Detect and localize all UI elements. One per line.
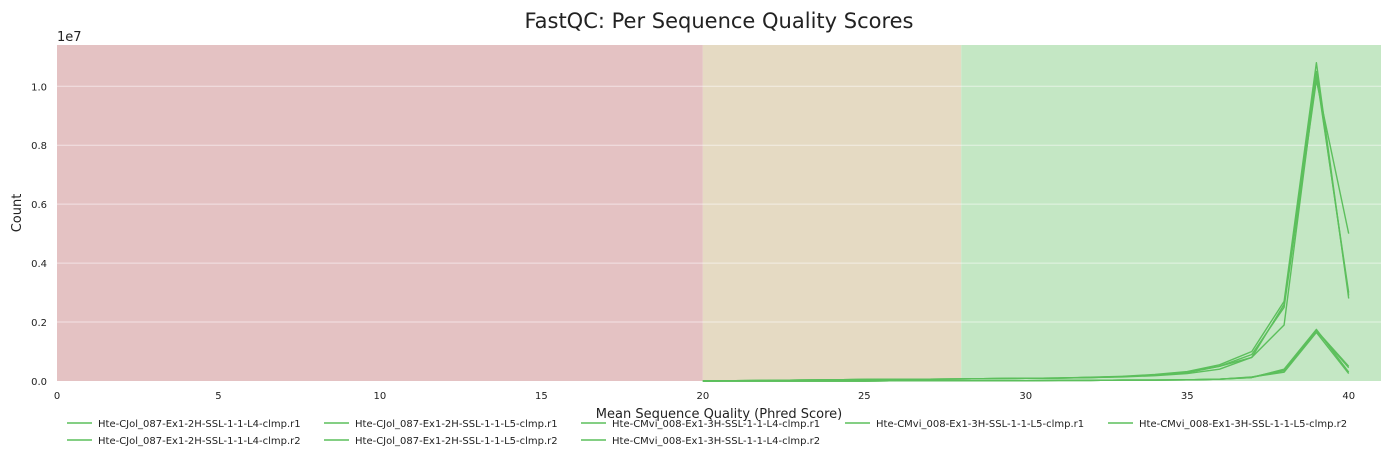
y-tick-label-2: 0.4: [31, 259, 47, 270]
legend-label-6: Hte-CMvi_008-Ex1-3H-SSL-1-1-L5-clmp.r1: [876, 419, 1084, 430]
series-line-7: [702, 331, 1350, 382]
x-tick-label-0: 0: [54, 391, 60, 402]
legend-item-7: Hte-CMvi_008-Ex1-3H-SSL-1-1-L5-clmp.r2: [1108, 419, 1347, 430]
legend-item-3: Hte-CJol_087-Ex1-2H-SSL-1-1-L5-clmp.r2: [324, 436, 558, 447]
quality-band-1: [702, 45, 962, 381]
series-line-3: [702, 73, 1350, 382]
legend-item-1: Hte-CJol_087-Ex1-2H-SSL-1-1-L4-clmp.r2: [67, 436, 301, 447]
quality-band-0: [57, 45, 703, 381]
y-tick-label-0: 0.0: [31, 377, 47, 388]
legend-item-2: Hte-CJol_087-Ex1-2H-SSL-1-1-L5-clmp.r1: [324, 419, 558, 430]
series-lines: [702, 62, 1350, 382]
legend-label-3: Hte-CJol_087-Ex1-2H-SSL-1-1-L5-clmp.r2: [355, 436, 558, 447]
legend-item-0: Hte-CJol_087-Ex1-2H-SSL-1-1-L4-clmp.r1: [67, 419, 301, 430]
y-axis-label: Count: [10, 194, 25, 233]
x-axis-label: Mean Sequence Quality (Phred Score): [596, 407, 842, 422]
x-tick-label-6: 30: [1019, 391, 1032, 402]
legend-label-4: Hte-CMvi_008-Ex1-3H-SSL-1-1-L4-clmp.r1: [612, 419, 820, 430]
legend-label-2: Hte-CJol_087-Ex1-2H-SSL-1-1-L5-clmp.r1: [355, 419, 558, 430]
legend-label-1: Hte-CJol_087-Ex1-2H-SSL-1-1-L4-clmp.r2: [98, 436, 301, 447]
legend-item-6: Hte-CMvi_008-Ex1-3H-SSL-1-1-L5-clmp.r1: [845, 419, 1084, 430]
x-tick-label-7: 35: [1181, 391, 1194, 402]
y-axis-offset-label: 1e7: [57, 30, 82, 45]
x-tick-label-4: 20: [696, 391, 709, 402]
x-tick-label-1: 5: [215, 391, 221, 402]
y-axis-ticks: 0.0 0.2 0.4 0.6 0.8 1.0: [31, 82, 47, 388]
grid-lines: [57, 85, 1381, 323]
chart-title: FastQC: Per Sequence Quality Scores: [524, 9, 913, 33]
x-axis-ticks: 0 5 10 15 20 25 30 35 40: [54, 391, 1355, 402]
x-tick-label-2: 10: [374, 391, 387, 402]
legend-label-0: Hte-CJol_087-Ex1-2H-SSL-1-1-L4-clmp.r1: [98, 419, 301, 430]
legend-item-4: Hte-CMvi_008-Ex1-3H-SSL-1-1-L4-clmp.r1: [581, 419, 820, 430]
x-tick-label-3: 15: [535, 391, 548, 402]
legend-label-5: Hte-CMvi_008-Ex1-3H-SSL-1-1-L4-clmp.r2: [612, 436, 820, 447]
x-tick-label-8: 40: [1342, 391, 1355, 402]
quality-bands: [57, 45, 1381, 381]
y-tick-label-5: 1.0: [31, 82, 47, 93]
y-tick-label-1: 0.2: [31, 318, 47, 329]
legend: Hte-CJol_087-Ex1-2H-SSL-1-1-L4-clmp.r1 Ht…: [67, 419, 1347, 447]
legend-label-7: Hte-CMvi_008-Ex1-3H-SSL-1-1-L5-clmp.r2: [1139, 419, 1347, 430]
y-tick-label-4: 0.8: [31, 141, 47, 152]
y-tick-label-3: 0.6: [31, 200, 47, 211]
legend-item-5: Hte-CMvi_008-Ex1-3H-SSL-1-1-L4-clmp.r2: [581, 436, 820, 447]
x-tick-label-5: 25: [858, 391, 871, 402]
